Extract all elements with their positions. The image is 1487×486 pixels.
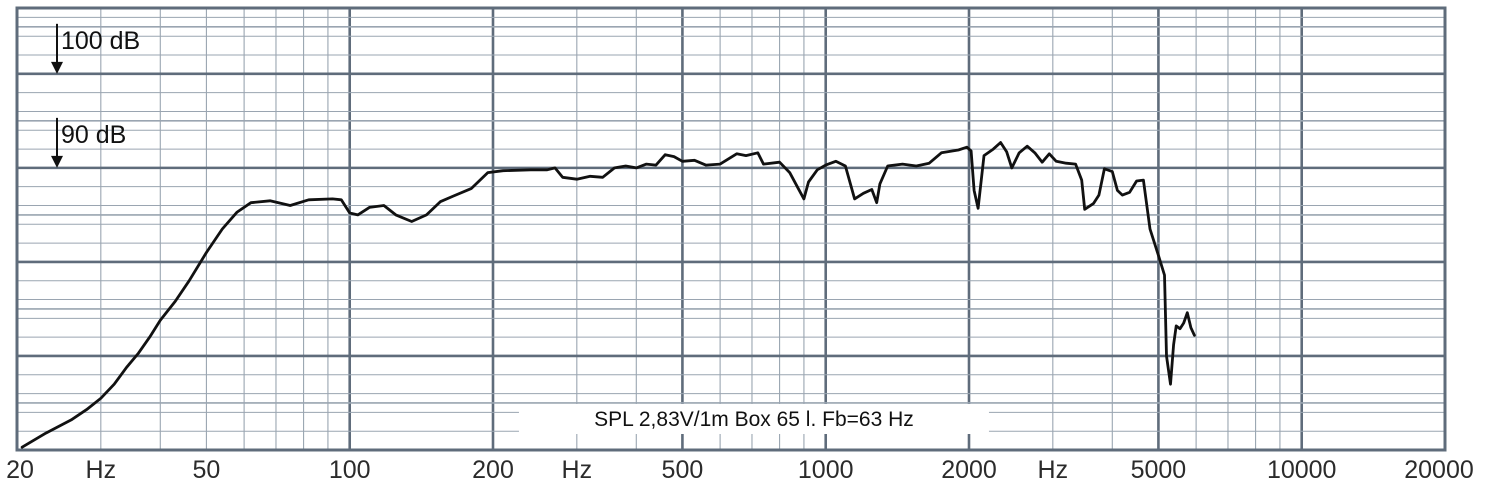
x-tick-label: 20 [6, 456, 34, 484]
x-tick-label: 20000 [1404, 456, 1474, 484]
down-arrow-icon [51, 61, 63, 74]
plot-border [15, 6, 1447, 452]
x-tick-label: 5000 [1131, 456, 1187, 484]
measurement-caption: SPL 2,83V/1m Box 65 l. Fb=63 Hz [594, 408, 914, 431]
plot-area-background [17, 8, 1445, 450]
x-tick-label: 200 [472, 456, 514, 484]
x-tick-label: 1000 [798, 456, 854, 484]
x-tick-label: Hz [1038, 456, 1069, 484]
reference-level-label: 90 dB [61, 121, 126, 149]
x-tick-label: Hz [86, 456, 117, 484]
x-tick-label: 500 [662, 456, 704, 484]
reference-level-label: 100 dB [61, 27, 140, 55]
plot-frame [15, 6, 1447, 452]
down-arrow-icon [51, 155, 63, 168]
x-tick-label: 2000 [941, 456, 997, 484]
x-tick-label: 10000 [1267, 456, 1337, 484]
x-tick-label: 100 [329, 456, 371, 484]
x-axis-tick-labels: 20 Hz 50 100 200 Hz 500 1000 2000 Hz 5000 10000 2000… [6, 456, 1474, 484]
reference-level-markers: 100 dB 90 dB [51, 23, 140, 168]
reference-marker: 90 dB [51, 117, 126, 168]
spl-response-curve [20, 141, 1196, 449]
caption-background [518, 404, 989, 434]
x-tick-label: Hz [562, 456, 593, 484]
x-tick-label: 50 [193, 456, 221, 484]
reference-marker: 100 dB [51, 23, 140, 74]
measurement-caption-box: SPL 2,83V/1m Box 65 l. Fb=63 Hz [518, 404, 989, 434]
grid [17, 8, 1445, 450]
